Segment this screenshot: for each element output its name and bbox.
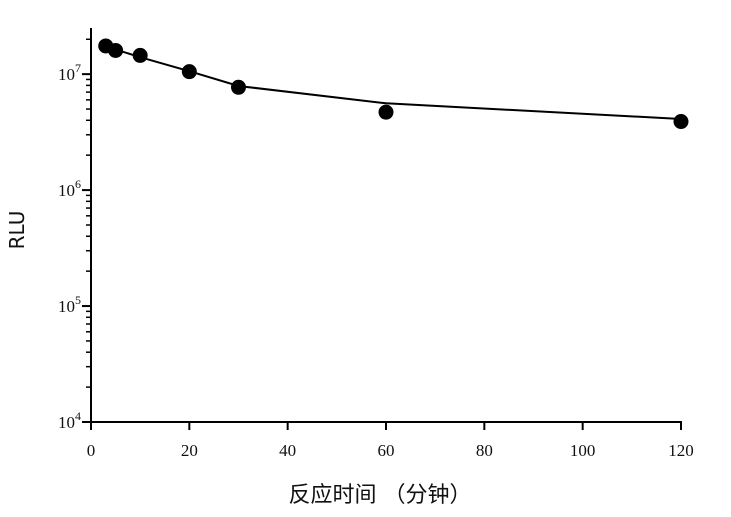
x-tick-label: 0 xyxy=(87,441,96,460)
series-line xyxy=(105,45,682,120)
y-tick-label: 105 xyxy=(58,293,81,316)
data-point xyxy=(231,79,246,95)
data-point xyxy=(673,114,689,130)
data-point xyxy=(378,104,394,120)
data-point xyxy=(108,42,124,58)
x-tick-label: 120 xyxy=(668,441,694,460)
tick-labels: 104 105 106 107 0 20 40 60 80 100 120 xyxy=(58,61,694,460)
data-point xyxy=(181,64,197,80)
y-tick-label: 107 xyxy=(58,61,81,84)
x-tick-label: 60 xyxy=(378,441,395,460)
data-points xyxy=(98,38,689,130)
x-tick-label: 100 xyxy=(570,441,596,460)
axis-ticks xyxy=(82,73,682,430)
y-tick-label: 106 xyxy=(58,177,81,200)
data-point xyxy=(132,47,148,63)
x-axis-title: 反应时间 （分钟） xyxy=(289,483,472,508)
x-tick-label: 40 xyxy=(279,441,296,460)
x-tick-label: 20 xyxy=(181,441,198,460)
y-tick-label: 104 xyxy=(58,409,81,432)
y-axis-title: RLU xyxy=(5,211,29,250)
x-tick-label: 80 xyxy=(476,441,493,460)
